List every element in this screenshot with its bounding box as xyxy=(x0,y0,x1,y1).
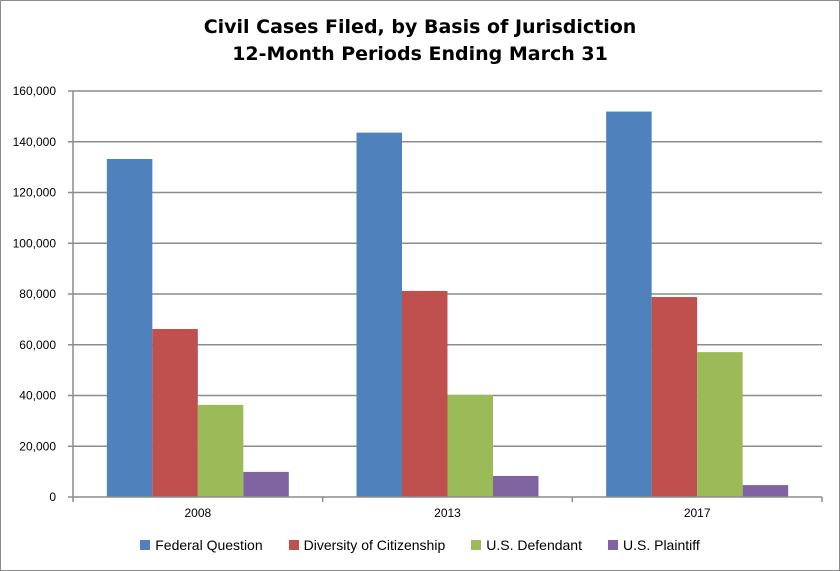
legend-label: U.S. Plaintiff xyxy=(622,537,700,553)
bar xyxy=(152,329,198,497)
x-tick-label: 2013 xyxy=(434,506,461,520)
legend: Federal Question Diversity of Citizenship… xyxy=(0,537,840,553)
chart-subtitle: 12-Month Periods Ending March 31 xyxy=(232,43,608,65)
x-tick-label: 2017 xyxy=(684,506,711,520)
bar xyxy=(402,290,448,497)
bar xyxy=(243,471,289,497)
chart-title-line1: Civil Cases Filed, by Basis of Jurisdict… xyxy=(203,16,637,38)
bar xyxy=(197,404,244,497)
y-tick-label: 140,000 xyxy=(13,135,57,149)
legend-label: U.S. Defendant xyxy=(486,537,582,553)
y-tick-label: 20,000 xyxy=(19,439,56,453)
legend-item: U.S. Plaintiff xyxy=(607,537,700,553)
legend-swatch xyxy=(288,540,299,550)
bar xyxy=(697,352,743,497)
bar-chart: 0 20,000 40,000 60,000 80,000 100,000 120,000 1… xyxy=(13,84,823,520)
y-tick-label: 80,000 xyxy=(19,287,56,301)
x-tick-label: 2008 xyxy=(184,506,211,520)
y-tick-label: 120,000 xyxy=(13,186,57,200)
y-axis-ticks: 0 20,000 40,000 60,000 80,000 100,000 120,000 1… xyxy=(13,84,74,504)
legend-label: Diversity of Citizenship xyxy=(303,537,446,553)
bar xyxy=(447,394,493,497)
bars xyxy=(106,111,789,498)
chart-title: Civil Cases Filed, by Basis of Jurisdict… xyxy=(0,14,840,68)
y-tick-label: 160,000 xyxy=(13,84,57,98)
legend-swatch xyxy=(140,540,151,550)
bar xyxy=(356,132,402,498)
legend-item: Federal Question xyxy=(140,537,263,553)
bar xyxy=(493,475,539,497)
x-axis: 2008 2013 2017 xyxy=(72,496,823,520)
bar xyxy=(606,111,652,498)
legend-item: U.S. Defendant xyxy=(471,537,582,553)
y-tick-label: 0 xyxy=(49,490,56,504)
legend-swatch xyxy=(607,540,618,550)
legend-label: Federal Question xyxy=(155,537,263,553)
bar xyxy=(106,159,153,497)
bar xyxy=(651,297,698,497)
y-tick-label: 100,000 xyxy=(13,236,57,250)
legend-item: Diversity of Citizenship xyxy=(288,537,446,553)
bar xyxy=(742,485,789,497)
y-tick-label: 40,000 xyxy=(19,389,56,403)
y-tick-label: 60,000 xyxy=(19,338,56,352)
legend-swatch xyxy=(471,540,482,550)
